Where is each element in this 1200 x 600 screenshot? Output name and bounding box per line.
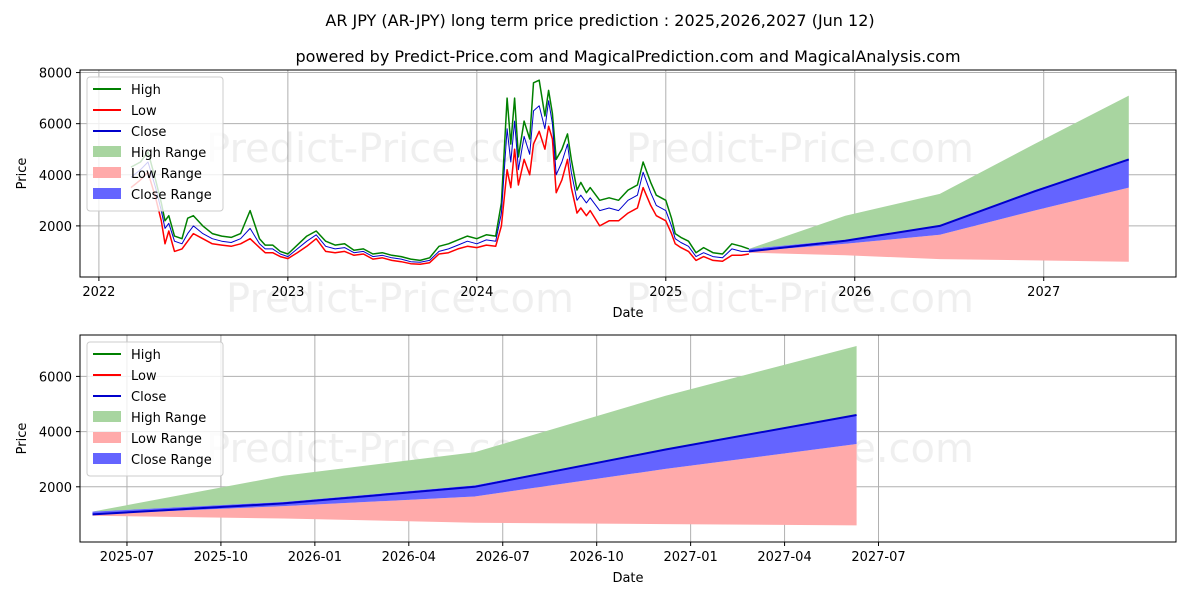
- y-tick-label: 6000: [39, 118, 72, 133]
- high-range-band: [748, 95, 1129, 249]
- legend-swatch-low-range: [93, 167, 121, 178]
- x-tick-label: 2026-04: [382, 550, 436, 565]
- legend-swatch-close-range: [93, 453, 121, 464]
- x-tick-label: 2026-07: [476, 550, 530, 565]
- legend-label-low: Low: [131, 369, 157, 384]
- x-axis-label: Date: [612, 571, 643, 586]
- x-tick-label: 2025-07: [100, 550, 154, 565]
- forecast-close-line: [92, 414, 857, 516]
- y-tick-label: 8000: [39, 67, 72, 82]
- y-tick-label: 4000: [39, 169, 72, 184]
- x-tick-label: 2026: [838, 285, 871, 300]
- x-tick-label: 2025: [649, 285, 682, 300]
- x-tick-label: 2027-07: [851, 550, 905, 565]
- close-range-band: [748, 159, 1129, 252]
- watermark-text: Predict-Price.com: [206, 126, 554, 172]
- watermark-text: Predict-Price.com: [626, 276, 974, 322]
- low-range-band: [748, 187, 1129, 262]
- x-axis-label: Date: [612, 306, 643, 321]
- x-tick-label: 2027-04: [757, 550, 811, 565]
- x-tick-label: 2026-01: [288, 550, 342, 565]
- legend-swatch-high-range: [93, 411, 121, 422]
- x-tick-label: 2024: [460, 285, 493, 300]
- x-tick-label: 2025-10: [194, 550, 248, 565]
- legend-swatch-close-range: [93, 188, 121, 199]
- high-series-line: [130, 79, 750, 262]
- chart-subtitle: powered by Predict-Price.com and Magical…: [295, 47, 960, 66]
- legend-label-close-range: Close Range: [131, 188, 212, 203]
- plot-frame: [79, 334, 1177, 543]
- legend-label-close-range: Close Range: [131, 453, 212, 468]
- chart-title: AR JPY (AR-JPY) long term price predicti…: [325, 11, 874, 30]
- legend-label-high: High: [131, 83, 161, 98]
- legend: High Low Close High Range Low Range Close Ran…: [86, 341, 224, 477]
- forecast-close-line: [748, 158, 1130, 253]
- forecast-zoom-panel: Predict-Price.comPredict-Price.com2025-0…: [15, 334, 1177, 586]
- high-range-band: [92, 346, 857, 512]
- x-tick-label: 2027-01: [663, 550, 717, 565]
- legend-swatch-low-range: [93, 432, 121, 443]
- legend-swatch-high-range: [93, 146, 121, 157]
- y-tick-label: 2000: [39, 220, 72, 235]
- legend-label-low-range: Low Range: [131, 167, 202, 182]
- y-axis-label: Price: [15, 423, 30, 455]
- legend-label-high-range: High Range: [131, 146, 206, 161]
- watermark-text: Predict-Price.com: [626, 126, 974, 172]
- x-tick-label: 2026-10: [570, 550, 624, 565]
- x-tick-label: 2027: [1027, 285, 1060, 300]
- close-range-band: [92, 415, 857, 515]
- low-series-line: [130, 125, 750, 265]
- x-tick-label: 2023: [271, 285, 304, 300]
- y-axis-label: Price: [15, 158, 30, 190]
- close-series-line: [130, 100, 749, 263]
- legend-label-high: High: [131, 348, 161, 363]
- watermark-text: Predict-Price.com: [226, 276, 574, 322]
- legend-label-close: Close: [131, 125, 166, 140]
- plot-frame: [79, 69, 1177, 278]
- legend-label-low-range: Low Range: [131, 432, 202, 447]
- legend-label-low: Low: [131, 104, 157, 119]
- y-tick-label: 6000: [39, 370, 72, 385]
- y-tick-label: 4000: [39, 426, 72, 441]
- low-range-band: [92, 444, 857, 526]
- long-term-price-panel: Predict-Price.com Predict-Price.com Predic…: [15, 67, 1177, 322]
- legend-label-close: Close: [131, 390, 166, 405]
- legend-label-high-range: High Range: [131, 411, 206, 426]
- legend: High Low Close High Range Low Range Close Ran…: [86, 76, 224, 212]
- x-tick-label: 2022: [82, 285, 115, 300]
- y-tick-label: 2000: [39, 481, 72, 496]
